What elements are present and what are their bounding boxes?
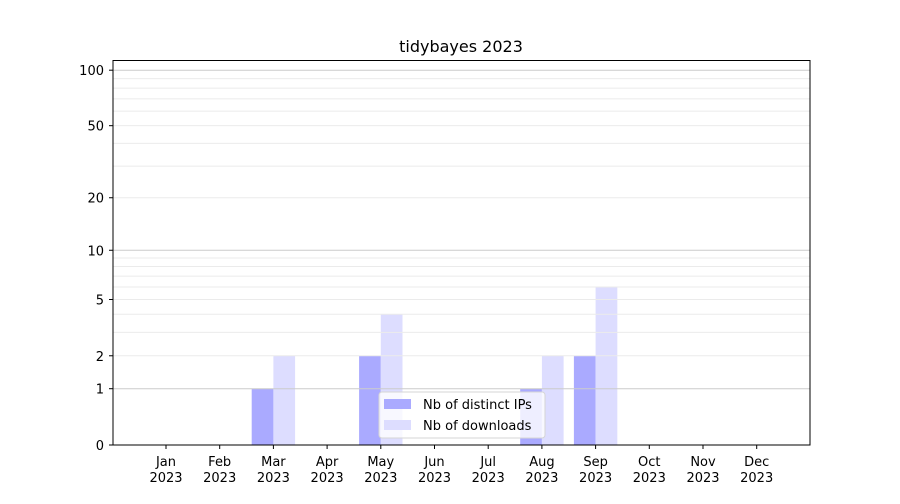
x-tick-label-month: Apr bbox=[316, 455, 339, 470]
x-tick-label-year: 2023 bbox=[579, 471, 612, 486]
x-tick-label-year: 2023 bbox=[311, 471, 344, 486]
legend-swatch bbox=[384, 420, 411, 430]
bar-nb-of-distinct-ips-sep bbox=[573, 355, 596, 445]
x-tick-label-year: 2023 bbox=[525, 471, 558, 486]
y-tick-label: 100 bbox=[79, 64, 104, 79]
legend-box bbox=[378, 391, 546, 439]
x-tick-label-year: 2023 bbox=[633, 471, 666, 486]
x-tick-label-month: Nov bbox=[690, 455, 716, 470]
x-tick-label-year: 2023 bbox=[418, 471, 451, 486]
x-tick-label-year: 2023 bbox=[149, 471, 182, 486]
x-tick-label-month: Jul bbox=[479, 455, 496, 470]
x-tick-label-month: Oct bbox=[638, 455, 660, 470]
legend: Nb of distinct IPs Nb of downloads bbox=[378, 391, 546, 439]
y-tick-label: 50 bbox=[87, 120, 104, 135]
grid-overlay bbox=[113, 69, 810, 446]
legend-swatch bbox=[384, 399, 411, 409]
x-tick-label-year: 2023 bbox=[686, 471, 719, 486]
y-tick-label: 1 bbox=[96, 383, 104, 398]
bar-nb-of-downloads-aug bbox=[541, 355, 564, 445]
x-tick-label-month: Feb bbox=[208, 455, 231, 470]
bar-nb-of-downloads-sep bbox=[595, 286, 618, 445]
x-tick-label-month: Sep bbox=[583, 455, 608, 470]
bar-nb-of-distinct-ips-mar bbox=[251, 388, 274, 445]
y-tick-label: 10 bbox=[87, 244, 104, 259]
legend-label: Nb of distinct IPs bbox=[423, 398, 532, 413]
chart-title: tidybayes 2023 bbox=[399, 37, 523, 56]
x-axis: Jan2023Feb2023Mar2023Apr2023May2023Jun20… bbox=[149, 445, 773, 486]
y-tick-label: 20 bbox=[87, 192, 104, 207]
x-tick-label-year: 2023 bbox=[364, 471, 397, 486]
plot-frame bbox=[112, 60, 811, 446]
x-tick-label-month: May bbox=[367, 455, 394, 470]
x-tick-label-month: Mar bbox=[261, 455, 286, 470]
x-tick-label-year: 2023 bbox=[472, 471, 505, 486]
bar-nb-of-distinct-ips-may bbox=[359, 355, 381, 445]
y-tick-label: 2 bbox=[96, 350, 104, 365]
x-tick-label-year: 2023 bbox=[203, 471, 236, 486]
y-tick-label: 0 bbox=[96, 439, 104, 454]
y-tick-label: 5 bbox=[96, 293, 104, 308]
x-tick-label-year: 2023 bbox=[740, 471, 773, 486]
bar-nb-of-downloads-mar bbox=[273, 355, 296, 445]
x-tick-label-month: Aug bbox=[529, 455, 554, 470]
x-tick-label-month: Dec bbox=[744, 455, 769, 470]
y-axis: 0 1 2 5 10 20 50 100 bbox=[79, 64, 113, 454]
x-tick-label-year: 2023 bbox=[257, 471, 290, 486]
x-tick-label-month: Jan bbox=[155, 455, 176, 470]
legend-label: Nb of downloads bbox=[423, 419, 532, 434]
x-tick-label-month: Jun bbox=[423, 455, 444, 470]
